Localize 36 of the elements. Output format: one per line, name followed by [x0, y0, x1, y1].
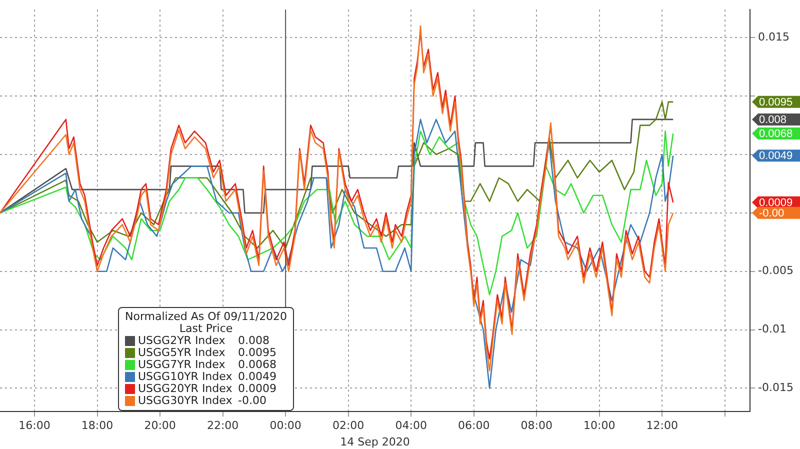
x-tick-label: 20:00 — [144, 419, 176, 432]
legend-label: USGG20YR Index — [138, 382, 234, 395]
annotation: Last Price — [178, 322, 234, 335]
legend-label: USGG2YR Index — [138, 334, 226, 347]
text: 0.0049 — [759, 150, 793, 162]
x-tick-label: 22:00 — [206, 419, 239, 432]
x-tick-label: 10:00 — [584, 419, 616, 432]
x-tick-label: 04:00 — [395, 419, 427, 432]
legend-label: USGG7YR Index — [138, 358, 226, 371]
x-tick-label: 00:00 — [270, 419, 302, 432]
x-tick-label: 08:00 — [520, 419, 552, 432]
x-tick-label: 16:00 — [18, 419, 50, 432]
y-tick-label: 0.015 — [758, 30, 790, 44]
y-tick-label: -0.015 — [758, 381, 794, 394]
text: 0.008 — [759, 114, 787, 126]
legend-label: USGG10YR Index — [138, 370, 234, 383]
text: 0.0009 — [759, 196, 793, 209]
text: 0.0095 — [759, 96, 793, 108]
annotation: 0.0049 — [238, 370, 276, 383]
x-axis-title: 14 Sep 2020 — [340, 435, 410, 448]
annotation: -0.00 — [238, 394, 266, 407]
legend-label: USGG5YR Index — [138, 346, 226, 359]
annotation: 0.0095 — [238, 346, 276, 359]
annotation: 0.0068 — [238, 358, 276, 371]
legend-label: USGG30YR Index — [138, 394, 234, 407]
x-tick-label: 02:00 — [332, 419, 364, 432]
text: -0.00 — [759, 207, 784, 220]
y-tick-label: -0.005 — [758, 264, 794, 278]
text: 0.0068 — [759, 128, 793, 140]
annotation: 0.0009 — [238, 382, 276, 395]
annotation: 0.008 — [238, 334, 270, 347]
x-tick-label: 12:00 — [646, 419, 678, 432]
x-tick-label: 18:00 — [81, 419, 114, 432]
legend-title: Normalized As Of 09/11/2020 — [125, 310, 288, 323]
y-tick-label: -0.01 — [758, 322, 786, 336]
x-tick-label: 06:00 — [458, 419, 490, 432]
